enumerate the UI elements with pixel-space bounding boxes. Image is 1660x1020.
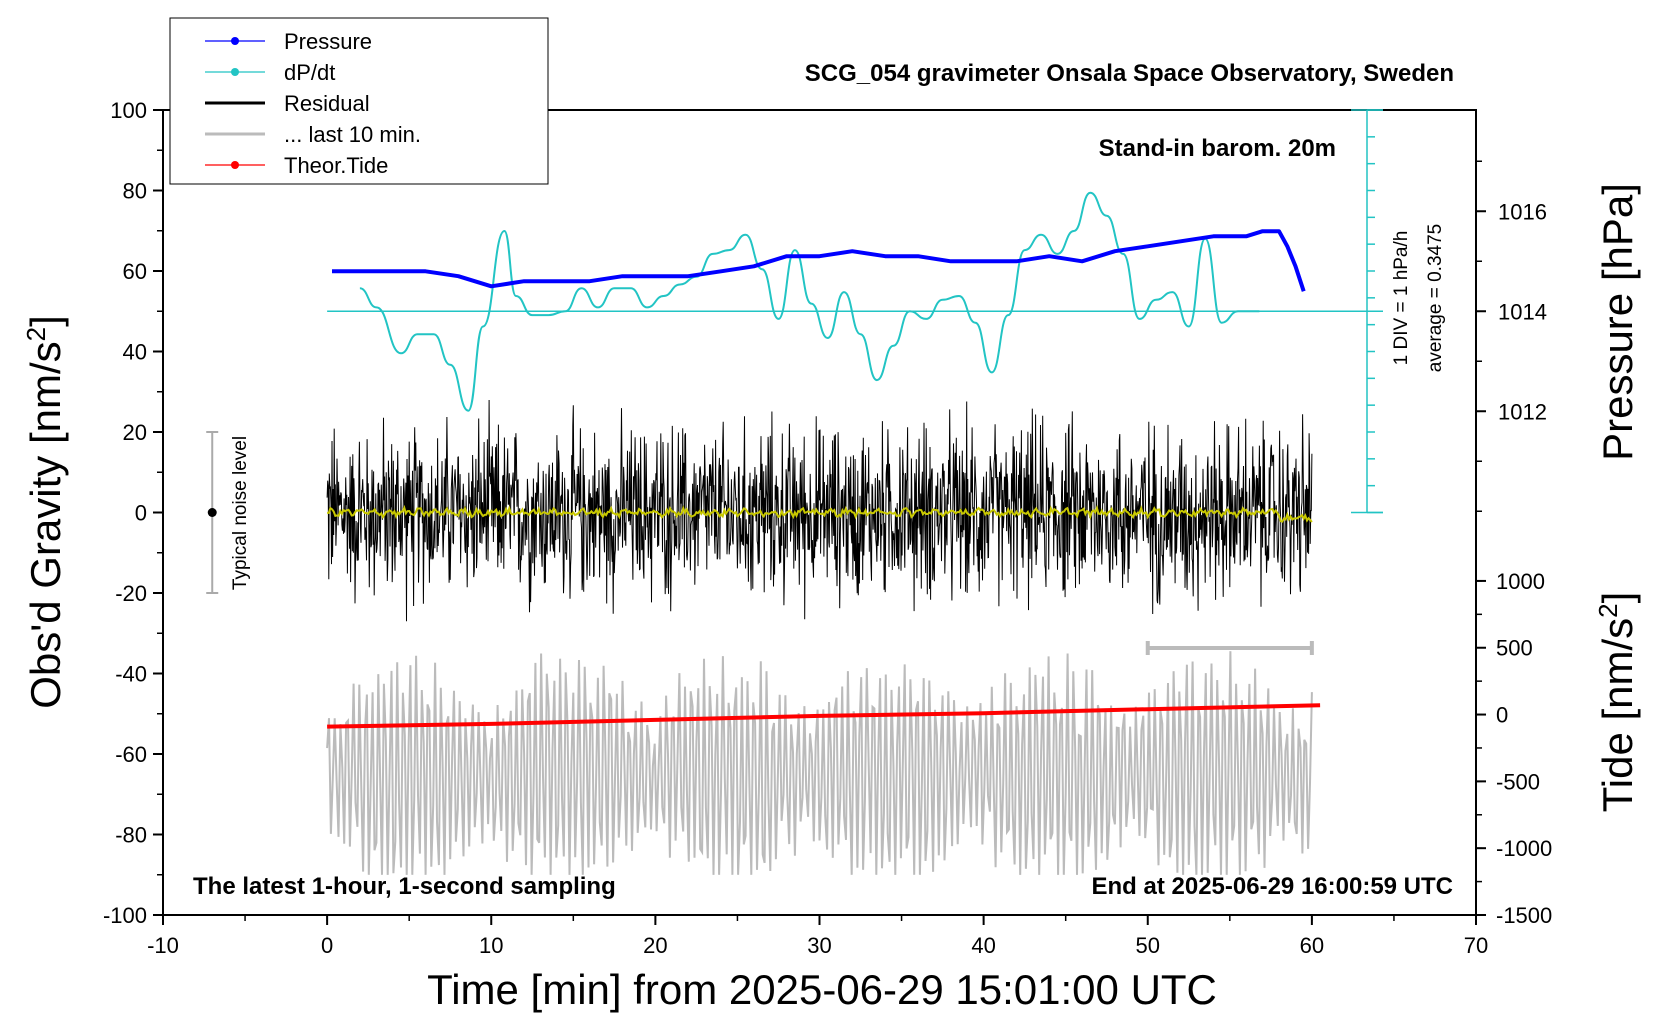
pressure-axis-label: Pressure [hPa] — [1594, 183, 1641, 461]
x-tick-label: 70 — [1464, 933, 1488, 958]
y-axis-label-left: Obs'd Gravity [nm/s2] — [21, 315, 69, 709]
x-tick-label: 0 — [321, 933, 333, 958]
tide-tick-label: 500 — [1496, 636, 1533, 661]
tide-axis-ticks: 1000 500 0 -500 -1000 -1500 — [1476, 569, 1552, 928]
y-axis-label-left-main: Obs'd Gravity [nm/s — [22, 341, 69, 708]
tide-tick-label: -1000 — [1496, 836, 1552, 861]
tide-tick-label: -500 — [1496, 769, 1540, 794]
y-axis-label-left-close: ] — [22, 315, 69, 327]
tide-axis-label-sup: 2 — [1593, 603, 1623, 617]
y-axis-label-left-sup: 2 — [21, 327, 51, 341]
last-10-min-line — [326, 651, 1313, 875]
pressure-line — [332, 229, 1306, 292]
dpdt-axis — [327, 109, 1383, 514]
x-axis-label: Time [min] from 2025-06-29 15:01:00 UTC — [427, 966, 1217, 1013]
legend-items: Pressure dP/dt Residual ... last 10 min. The… — [205, 29, 421, 178]
x-tick-label: 50 — [1136, 933, 1160, 958]
noise-note: Typical noise level — [230, 436, 251, 590]
tide-tick-label: 1000 — [1496, 569, 1545, 594]
pressure-axis-ticks: 1016 1014 1012 — [1476, 160, 1547, 512]
x-tick-label: 60 — [1300, 933, 1324, 958]
pressure-tick-label: 1012 — [1498, 399, 1547, 424]
x-tick-label: 30 — [807, 933, 831, 958]
y-tick-label: 40 — [123, 340, 147, 365]
x-tick-label: 10 — [479, 933, 503, 958]
noise-level-bar — [206, 431, 219, 594]
legend-label: Theor.Tide — [284, 153, 388, 178]
tide-axis-label-main: Tide [nm/s — [1594, 618, 1641, 813]
legend-label: ... last 10 min. — [284, 122, 421, 147]
x-tick-label: -10 — [147, 933, 179, 958]
x-tick-label: 40 — [971, 933, 995, 958]
noise-bar-center — [207, 508, 217, 517]
residual-smoothed-series — [327, 504, 1313, 523]
residual-smoothed-line — [327, 504, 1313, 523]
legend-box — [169, 17, 549, 185]
y-tick-label: 60 — [123, 259, 147, 284]
x-tick-label: 20 — [643, 933, 667, 958]
last-10-min-series — [326, 651, 1313, 875]
theor-tide-series — [327, 703, 1321, 729]
legend-label: Residual — [284, 91, 370, 116]
y-axis-ticks: 100 80 60 40 20 0 -20 -40 -60 -80 -100 — [103, 98, 163, 928]
pressure-series — [332, 229, 1306, 292]
y-tick-label: 80 — [123, 179, 147, 204]
dpdt-series — [359, 191, 1260, 412]
pressure-tick-label: 1014 — [1498, 299, 1547, 324]
y-tick-label: -40 — [115, 662, 147, 687]
chart-title: SCG_054 gravimeter Onsala Space Observat… — [805, 60, 1454, 87]
barometer-note: Stand-in barom. 20m — [1099, 135, 1336, 162]
y-tick-label: 20 — [123, 420, 147, 445]
y-tick-label: -60 — [115, 742, 147, 767]
tide-tick-label: -1500 — [1496, 903, 1552, 928]
legend: Pressure dP/dt Residual ... last 10 min. The… — [169, 17, 549, 185]
average-note: average = 0.3475 — [1425, 224, 1446, 372]
tide-axis-label-close: ] — [1594, 592, 1641, 604]
tide-tick-label: 0 — [1496, 703, 1508, 728]
y-tick-label: -20 — [115, 581, 147, 606]
y-tick-label: -100 — [103, 903, 147, 928]
last-10-min-scale-bar — [1145, 641, 1314, 655]
div-note: 1 DIV = 1 hPa/h — [1391, 231, 1412, 366]
bottom-right-note: End at 2025-06-29 16:00:59 UTC — [1092, 873, 1454, 900]
legend-label: Pressure — [284, 29, 372, 54]
tide-axis-label: Tide [nm/s2] — [1593, 592, 1641, 813]
pressure-tick-label: 1016 — [1498, 199, 1547, 224]
bottom-left-note: The latest 1-hour, 1-second sampling — [193, 873, 616, 900]
legend-label: dP/dt — [284, 60, 335, 85]
legend-marker — [231, 37, 239, 45]
y-tick-label: 0 — [135, 501, 147, 526]
theor-tide-line — [327, 703, 1321, 729]
y-tick-label: 100 — [110, 98, 147, 123]
legend-marker — [231, 68, 239, 76]
x-axis-ticks: -10 0 10 20 30 40 50 60 70 — [147, 915, 1488, 958]
y-tick-label: -80 — [115, 823, 147, 848]
legend-marker — [231, 161, 239, 169]
dpdt-line — [359, 191, 1260, 412]
